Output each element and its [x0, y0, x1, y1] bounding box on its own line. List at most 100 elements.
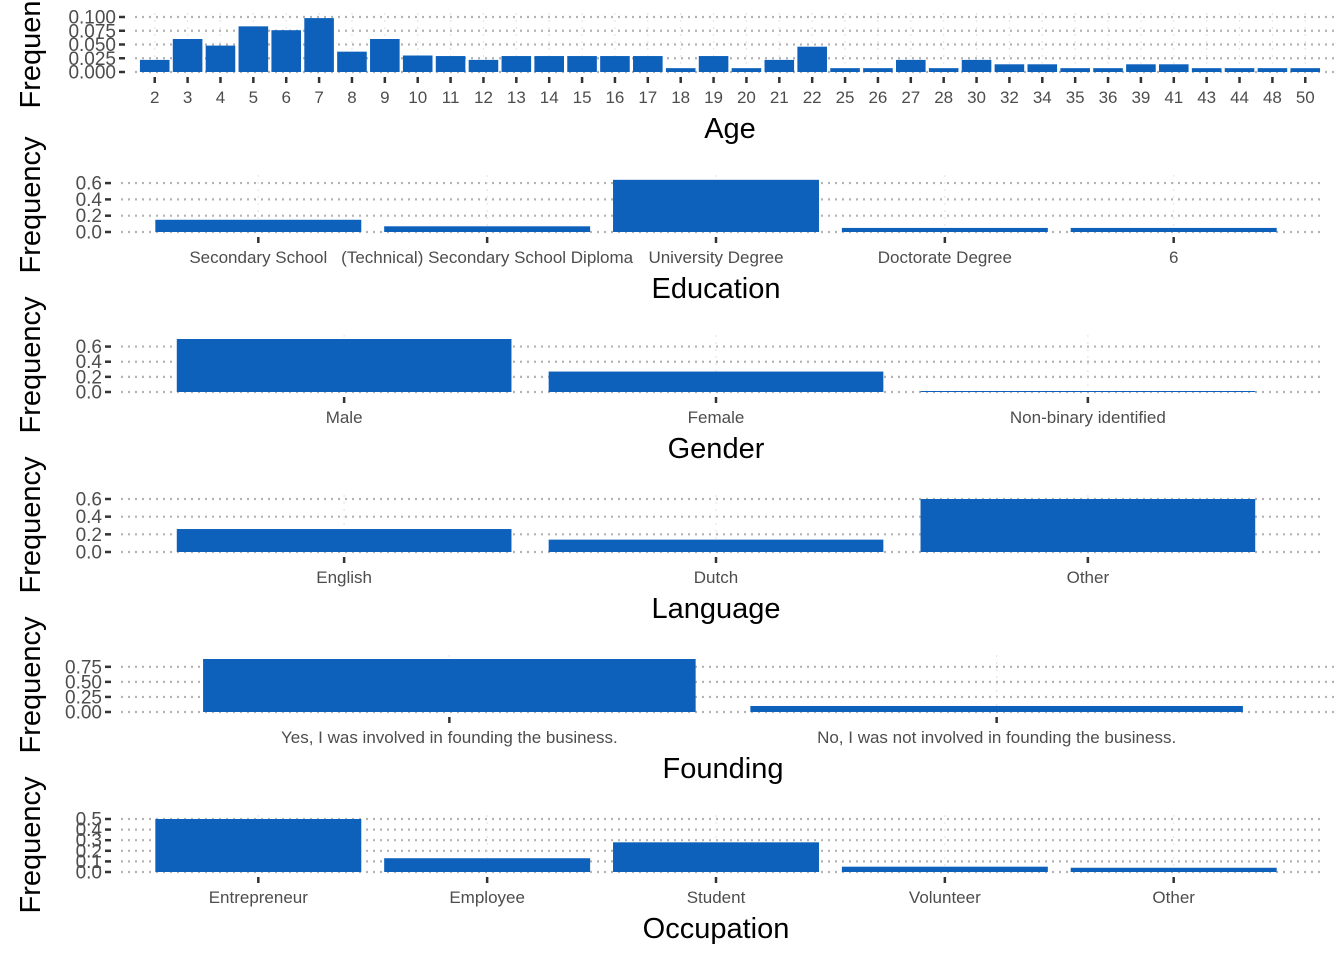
- x-tick-label: 20: [737, 88, 756, 107]
- x-tick-label: 17: [638, 88, 657, 107]
- x-tick-label: Male: [326, 408, 363, 427]
- bar-26: [863, 68, 893, 72]
- x-tick-label: Employee: [449, 888, 525, 907]
- x-tick-label: 6: [1169, 248, 1178, 267]
- bar-22: [797, 46, 827, 72]
- bar-7: [304, 18, 334, 73]
- panel-founding: 0.000.250.500.75 Yes, I was involved in f…: [15, 616, 1337, 785]
- x-tick-label: 32: [1000, 88, 1019, 107]
- bar-4: [205, 45, 236, 72]
- y-tick-label: 0.6: [76, 174, 102, 195]
- x-tick-label: 7: [314, 88, 323, 107]
- y-tick-label: 0.00: [65, 703, 102, 724]
- bar-2: [139, 59, 170, 72]
- bar-39: [1126, 64, 1156, 72]
- y-tick-label: 0.25: [65, 687, 102, 708]
- x-tick-label: 15: [573, 88, 592, 107]
- y-tick-label: 0.6: [76, 490, 102, 511]
- bar-employee: [384, 858, 591, 872]
- x-tick-label: 36: [1099, 88, 1118, 107]
- y-tick-label: 0.0: [76, 543, 102, 564]
- y-tick-label: 0.5: [76, 810, 102, 831]
- x-tick-label: 11: [442, 88, 460, 107]
- x-tick-label: 26: [868, 88, 887, 107]
- x-tick-label: No, I was not involved in founding the b…: [817, 728, 1176, 747]
- x-tick-label: 39: [1131, 88, 1150, 107]
- x-tick-label: 18: [671, 88, 690, 107]
- x-tick-label: 9: [380, 88, 389, 107]
- y-tick-label: 0.4: [76, 190, 103, 211]
- y-tick-label: 0.3: [76, 831, 102, 852]
- x-axis-title: Founding: [663, 753, 784, 785]
- x-tick-label: 14: [540, 88, 559, 107]
- bar-34: [1027, 64, 1058, 72]
- x-axis-title: Occupation: [643, 913, 790, 945]
- bar-other: [1070, 867, 1277, 872]
- bar-16: [600, 56, 630, 72]
- bar-48: [1257, 68, 1288, 72]
- bar-6: [271, 30, 302, 72]
- bar-male: [176, 339, 512, 392]
- y-axis-title: Frequency: [15, 0, 47, 109]
- bar-8: [337, 51, 367, 72]
- y-tick-label: 0.1: [76, 852, 102, 873]
- x-tick-label: 25: [836, 88, 855, 107]
- panel-language: 0.00.20.40.6 English Dutch Other Language Fre…: [15, 456, 1323, 625]
- bar-female: [548, 371, 884, 392]
- bar-non-binary-identified: [920, 391, 1256, 392]
- x-tick-label: 48: [1263, 88, 1282, 107]
- bar-9: [370, 39, 400, 72]
- bar-19: [698, 56, 729, 72]
- x-tick-label: 50: [1296, 88, 1315, 107]
- bar-41: [1158, 64, 1189, 72]
- y-tick-label: 0.0: [76, 383, 102, 404]
- y-tick-label: 0.4: [76, 352, 103, 373]
- bar-dutch: [548, 539, 884, 552]
- y-tick-label: 0.2: [76, 367, 102, 388]
- y-tick-label: 0.2: [76, 206, 102, 227]
- y-tick-label: 0.0: [76, 863, 102, 884]
- y-tick-label: 0.025: [68, 49, 116, 70]
- x-tick-label: 6: [281, 88, 290, 107]
- bar-43: [1191, 68, 1222, 72]
- x-tick-label: Volunteer: [909, 888, 981, 907]
- bar-5: [238, 26, 269, 73]
- x-tick-label: Dutch: [694, 568, 738, 587]
- x-tick-label: 22: [803, 88, 822, 107]
- x-axis-title: Age: [704, 113, 756, 145]
- x-tick-label: 2: [150, 88, 159, 107]
- x-tick-label: 5: [249, 88, 258, 107]
- y-axis-title: Frequency: [15, 616, 47, 754]
- x-tick-label: Secondary School: [189, 248, 327, 267]
- x-tick-label: 16: [605, 88, 624, 107]
- bar-technical-secondary-school-diploma: [384, 226, 591, 232]
- x-tick-label: 28: [934, 88, 953, 107]
- x-tick-label: (Technical) Secondary School Diploma: [341, 248, 634, 267]
- x-tick-label: 43: [1197, 88, 1216, 107]
- bar-10: [402, 55, 433, 72]
- bar-32: [994, 64, 1025, 72]
- bar-18: [665, 68, 696, 72]
- y-tick-label: 0.0: [76, 223, 102, 244]
- bar-27: [896, 59, 926, 72]
- bar-other: [920, 499, 1256, 552]
- x-axis-title: Gender: [668, 433, 765, 465]
- x-axis-title: Education: [652, 273, 781, 305]
- x-tick-label: 12: [474, 88, 493, 107]
- y-tick-label: 0.100: [68, 8, 116, 29]
- x-tick-label: Yes, I was involved in founding the busi…: [281, 728, 618, 747]
- bar-university-degree: [613, 179, 819, 232]
- bar-44: [1224, 68, 1255, 72]
- x-tick-label: 35: [1066, 88, 1085, 107]
- x-tick-label: Doctorate Degree: [878, 248, 1012, 267]
- bar-35: [1060, 68, 1090, 72]
- x-tick-label: Entrepreneur: [209, 888, 309, 907]
- x-tick-label: 19: [704, 88, 723, 107]
- bar-english: [176, 529, 512, 552]
- bar-12: [468, 59, 499, 72]
- bar-36: [1093, 68, 1123, 72]
- bar-secondary-school: [155, 219, 362, 232]
- bar-14: [534, 56, 564, 72]
